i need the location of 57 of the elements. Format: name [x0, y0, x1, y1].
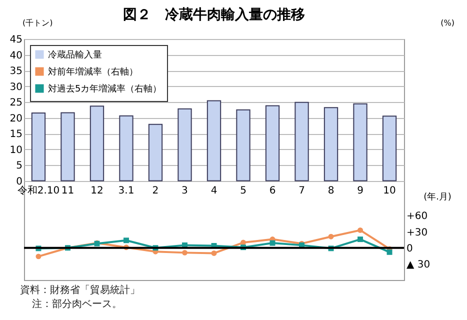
bar	[294, 102, 309, 182]
chart-title: 図２ 冷蔵牛肉輸入量の推移	[123, 7, 305, 23]
point	[124, 238, 129, 244]
point	[386, 249, 392, 255]
y2-tick-label: +30	[406, 227, 428, 238]
point	[270, 240, 276, 246]
bar	[353, 103, 368, 182]
y-tick-label: 15	[10, 129, 22, 140]
y-axis-title: (千トン)	[22, 18, 53, 28]
x-tick-label: 3	[182, 185, 188, 196]
y-tick-label: 45	[10, 34, 22, 46]
y-tick-label: 20	[10, 113, 22, 124]
y-tick-label: 35	[10, 66, 22, 78]
bar	[178, 108, 192, 182]
bar	[60, 112, 75, 182]
x-axis-title: (年.月)	[424, 191, 452, 202]
x-tick-label: 2	[152, 185, 159, 196]
x-tick-label: 3.1	[118, 185, 134, 196]
x-tick-label: 12	[90, 185, 104, 196]
point	[328, 234, 334, 240]
y2-tick-label: ▲ 30	[406, 259, 430, 270]
legend-label: 冷蔵品輸入量	[48, 50, 102, 60]
bar	[31, 112, 46, 182]
point	[240, 240, 246, 246]
x-tick-label: 11	[61, 185, 74, 196]
y-tick-label: 5	[16, 160, 22, 172]
point	[358, 236, 364, 242]
point	[36, 254, 42, 260]
x-tick-label: 9	[357, 185, 364, 196]
y2-tick-label: 0	[406, 243, 413, 254]
x-tick-label: 7	[298, 185, 305, 196]
point	[211, 250, 217, 256]
bar	[236, 109, 250, 182]
x-tick-label: 4	[210, 185, 218, 196]
y2-axis-title: (%)	[440, 18, 454, 28]
y-tick-label: 30	[10, 82, 22, 93]
text: 注：部分肉ベース。	[31, 298, 123, 312]
bar	[206, 100, 222, 182]
bar	[148, 124, 163, 182]
x-tick-label: 8	[328, 185, 334, 196]
bar	[265, 105, 280, 182]
point	[182, 250, 188, 256]
bar	[382, 116, 397, 182]
bar	[119, 115, 134, 182]
y-tick-label: 40	[10, 50, 22, 62]
text: 資料：財務省「貿易統計」	[20, 284, 140, 298]
y-tick-label: 25	[10, 98, 22, 109]
x-tick-label: 6	[269, 185, 276, 196]
y-tick-label: 10	[10, 144, 22, 156]
legend-label: 対過去5カ年増減率（右軸）	[48, 84, 162, 94]
x-tick-label: 5	[240, 185, 246, 196]
point	[358, 227, 364, 233]
legend-label: 対前年増減率（右軸）	[48, 66, 138, 78]
bar	[90, 106, 104, 182]
x-tick-label: 10	[383, 185, 396, 196]
y2-tick-label: +60	[406, 211, 428, 222]
bar	[324, 107, 338, 182]
